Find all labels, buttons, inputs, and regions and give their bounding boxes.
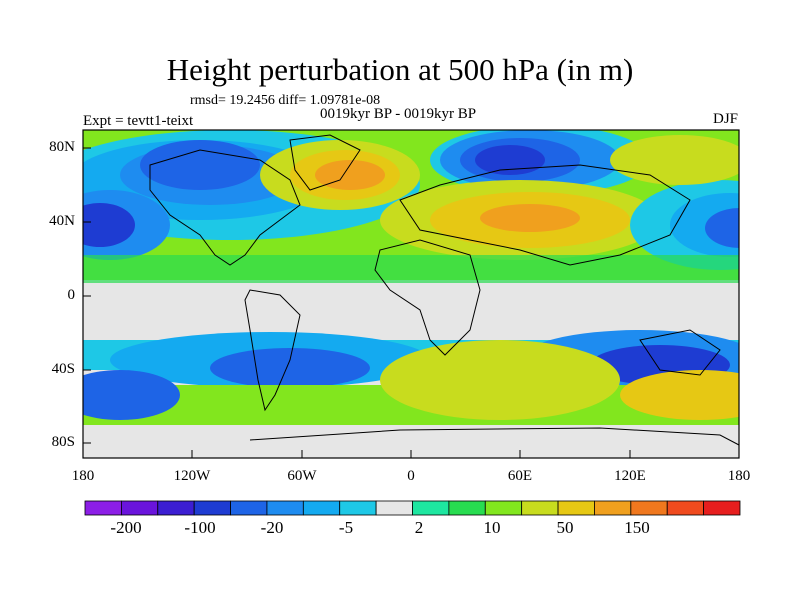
colorbar-swatch — [521, 500, 559, 516]
season-label: DJF — [712, 111, 738, 127]
x-tick-120e: 120E — [614, 468, 646, 484]
experiment-label: Expt = tevtt1-teixt — [83, 113, 194, 129]
axis-ticks — [82, 147, 740, 458]
colorbar-swatch — [448, 500, 486, 516]
colorbar-swatch — [230, 500, 268, 516]
stats-line: rmsd= 19.2456 diff= 1.09781e-08 — [190, 93, 381, 108]
colorbar-label: -20 — [260, 518, 284, 537]
colorbar-swatch — [594, 500, 632, 516]
y-tick-40s: 40S — [51, 361, 75, 377]
x-tick-180e: 180 — [727, 468, 751, 484]
colorbar-swatch — [266, 500, 304, 516]
colorbar-swatch — [193, 500, 231, 516]
colorbar-swatch — [557, 500, 595, 516]
colorbar-label: -200 — [110, 518, 142, 537]
map-panel — [82, 129, 740, 459]
colorbar-swatch — [666, 500, 705, 516]
colorbar-label: -100 — [184, 518, 216, 537]
colorbar-label: -5 — [338, 518, 354, 537]
x-tick-120w: 120W — [173, 468, 211, 484]
colorbar-label: 10 — [483, 518, 501, 537]
x-tick-60w: 60W — [287, 468, 317, 484]
plot-title: Height perturbation at 500 hPa (in m) — [166, 52, 634, 87]
contour-field — [83, 130, 739, 458]
colorbar-swatch — [120, 500, 159, 516]
colorbar — [84, 500, 741, 516]
y-tick-0: 0 — [67, 287, 76, 303]
coastlines — [149, 134, 739, 446]
y-tick-80n: 80N — [49, 139, 75, 155]
colorbar-swatch — [703, 500, 741, 516]
colorbar-swatch — [630, 500, 668, 516]
x-tick-180w: 180 — [71, 468, 95, 484]
y-tick-80s: 80S — [51, 434, 75, 450]
colorbar-swatch — [302, 500, 341, 516]
colorbar-swatch — [484, 500, 523, 516]
y-tick-40n: 40N — [49, 213, 75, 229]
colorbar-label: 50 — [556, 518, 574, 537]
period-subtitle: 0019kyr BP - 0019kyr BP — [320, 106, 477, 122]
colorbar-swatch — [339, 500, 377, 516]
colorbar-swatch — [84, 500, 122, 516]
colorbar-swatch — [412, 500, 450, 516]
colorbar-swatch — [375, 500, 413, 516]
colorbar-label: 2 — [414, 518, 424, 537]
colorbar-label: 150 — [624, 518, 650, 537]
colorbar-swatch — [157, 500, 195, 516]
x-tick-60e: 60E — [507, 468, 533, 484]
x-tick-0: 0 — [407, 468, 415, 484]
